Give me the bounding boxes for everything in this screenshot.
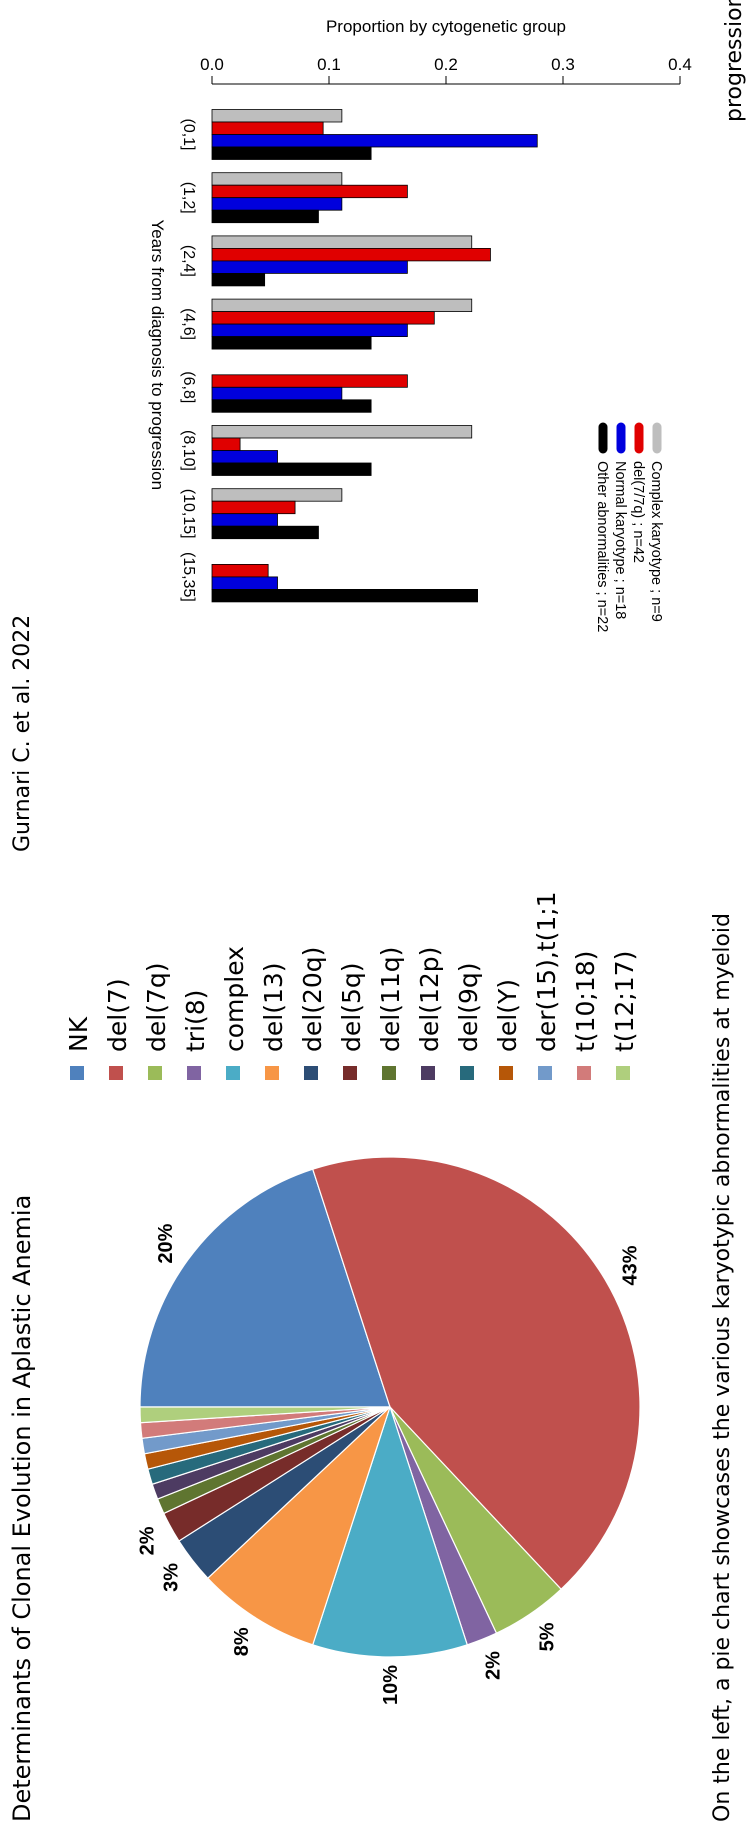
legend-label: del(5q): [337, 963, 366, 1052]
pie-data-label: 2%: [482, 1651, 504, 1680]
bar-chart-plot: 0.0 0.1 0.2 0.3 0.4 Proportion by cytogenetic…: [148, 17, 692, 632]
pie-slice-complex: [311, 1405, 469, 1658]
legend-label: der(15),t(1;15): [532, 892, 561, 1052]
legend-label: del(7): [103, 978, 132, 1052]
bar-other-abnormalities-2-4: [211, 273, 266, 287]
legend-swatch: [265, 1066, 279, 1080]
bar-other-abnormalities-10-15: [211, 525, 319, 540]
x-tick-label: (15,35]: [180, 552, 197, 602]
legend-swatch: [421, 1066, 435, 1080]
pie-data-label: 10%: [380, 1665, 402, 1705]
y-tick-label: 0.0: [200, 55, 224, 74]
bar-legend-label: Complex karyotype ; n=9: [648, 461, 664, 622]
pie-slice-del-13: [206, 1406, 391, 1646]
legend-label: del(20q): [298, 947, 327, 1052]
bar-del-7-7q-6-8: [211, 374, 408, 388]
legend-label: tri(8): [181, 990, 210, 1052]
bar-other-abnormalities-15-35: [211, 589, 478, 603]
legend-swatch: [226, 1066, 240, 1080]
legend-label: NK: [64, 1016, 93, 1052]
bar-normal-karyotype-15-35: [211, 576, 278, 590]
bar-normal-karyotype-4-6: [211, 323, 408, 337]
legend-swatch: [187, 1066, 201, 1080]
y-tick-label: 0.2: [434, 55, 458, 74]
pie-slice-nk: [139, 1168, 391, 1408]
legend-swatch: [538, 1066, 552, 1080]
pie-data-label: 5%: [536, 1622, 558, 1651]
bar-other-abnormalities-6-8: [211, 399, 372, 413]
legend-swatch: [148, 1066, 162, 1080]
x-tick-label: (8,10]: [180, 430, 197, 471]
legend-label: del(13): [259, 962, 288, 1052]
pie-data-label: 8%: [231, 1627, 253, 1656]
bar-del-7-7q-4-6: [211, 311, 435, 325]
legend-label: del(12p): [415, 947, 444, 1052]
bar-normal-karyotype-6-8: [211, 386, 343, 401]
y-tick-label: 0.1: [317, 55, 341, 74]
x-tick-label: (10,15]: [180, 489, 197, 539]
legend-label: t(10;18): [571, 951, 600, 1052]
legend-swatch: [304, 1066, 318, 1080]
pie-data-label: 3%: [160, 1563, 182, 1592]
bar-normal-karyotype-2-4: [211, 260, 408, 274]
legend-swatch: [109, 1066, 123, 1080]
caption-text: On the left, a pie chart showcases the v…: [710, 912, 735, 1822]
bar-other-abnormalities-4-6: [211, 336, 372, 350]
legend-label: del(Y): [493, 979, 522, 1052]
pie-slice-t-12-17: [139, 1406, 391, 1424]
bar-complex-karyotype-8-10: [211, 425, 473, 439]
legend-label: t(12;17): [610, 951, 639, 1052]
pie-chart: 20%43%5%2%10%8%3%2%NK del(7) del(7q) tri(8)…: [64, 892, 641, 1705]
legend-swatch: [343, 1066, 357, 1080]
bar-del-7-7q-1-2: [211, 184, 408, 199]
bar-legend-label: Normal karyotype ; n=18: [612, 461, 628, 619]
x-tick-label: (6,8]: [180, 371, 197, 403]
bar-legend-label: del(7/7q) ; n=42: [630, 461, 646, 563]
bar-normal-karyotype-1-2: [211, 197, 343, 211]
bar-other-abnormalities-1-2: [211, 209, 319, 224]
bar-del-7-7q-0-1: [211, 121, 324, 135]
bar-normal-karyotype-10-15: [211, 513, 278, 527]
bar-normal-karyotype-0-1: [211, 134, 538, 148]
bar-complex-karyotype-0-1: [211, 109, 343, 123]
pie-data-label: 2%: [136, 1526, 158, 1555]
x-tick-label: (2,4]: [180, 245, 197, 277]
y-tick-label: 0.3: [551, 55, 575, 74]
bar-del-7-7q-15-35: [211, 564, 269, 578]
legend-label: del(11q): [376, 947, 405, 1052]
bar-complex-karyotype-2-4: [211, 235, 473, 249]
bar-legend-label: Other abnormalities ; n=22: [594, 461, 610, 632]
legend-swatch: [460, 1066, 474, 1080]
bar-del-7-7q-2-4: [211, 248, 491, 262]
pie-data-label: 20%: [155, 1223, 177, 1263]
y-tick-label: 0.4: [668, 55, 692, 74]
bar-normal-karyotype-8-10: [211, 450, 278, 464]
legend-label: del(7q): [142, 963, 171, 1052]
legend-swatch: [577, 1066, 591, 1080]
bar-del-7-7q-8-10: [211, 437, 241, 451]
bar-other-abnormalities-8-10: [211, 462, 372, 476]
pie-data-label: 43%: [619, 1245, 641, 1285]
bar-complex-karyotype-10-15: [211, 488, 343, 502]
legend-swatch: [382, 1066, 396, 1080]
y-axis-label: Proportion by cytogenetic group: [326, 17, 566, 36]
bar-complex-karyotype-1-2: [211, 172, 343, 186]
bar-other-abnormalities-0-1: [211, 146, 372, 160]
legend-swatch: [70, 1066, 84, 1080]
x-axis-label: Years from diagnosis to progression: [148, 220, 167, 491]
bar-del-7-7q-10-15: [211, 500, 296, 515]
x-tick-label: (4,6]: [180, 308, 197, 340]
pie-slice-del-7: [311, 1156, 641, 1591]
legend-label: del(9q): [454, 963, 483, 1052]
legend-swatch: [499, 1066, 513, 1080]
caption-right-text: progression,: [722, 0, 747, 122]
x-tick-label: (1,2]: [180, 182, 197, 214]
legend-label: complex: [220, 946, 249, 1052]
x-tick-label: (0,1]: [180, 118, 197, 150]
legend-swatch: [616, 1066, 630, 1080]
bar-complex-karyotype-4-6: [211, 298, 473, 312]
